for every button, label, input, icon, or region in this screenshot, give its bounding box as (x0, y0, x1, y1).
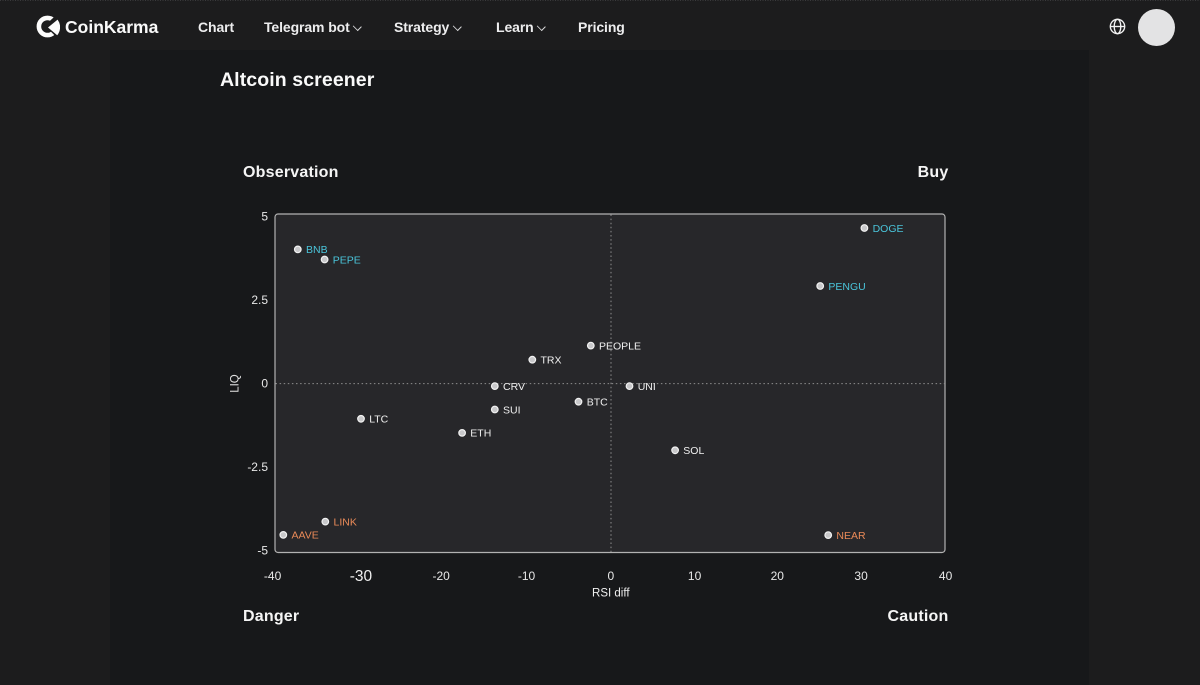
svg-text:-10: -10 (518, 569, 536, 583)
svg-text:TRX: TRX (541, 355, 562, 367)
svg-text:ETH: ETH (470, 428, 491, 440)
svg-text:2.5: 2.5 (251, 293, 268, 307)
svg-text:LTC: LTC (369, 414, 388, 426)
svg-text:PEPE: PEPE (333, 254, 361, 266)
svg-text:CRV: CRV (503, 381, 525, 393)
svg-text:30: 30 (854, 569, 868, 583)
svg-text:-40: -40 (264, 569, 282, 583)
svg-text:-2.5: -2.5 (247, 460, 268, 474)
svg-text:UNI: UNI (638, 381, 656, 393)
svg-text:5: 5 (261, 210, 268, 224)
svg-text:BNB: BNB (306, 244, 328, 256)
svg-text:NEAR: NEAR (836, 530, 866, 542)
svg-text:LINK: LINK (334, 516, 357, 528)
svg-text:PENGU: PENGU (828, 281, 865, 293)
svg-text:DOGE: DOGE (873, 223, 904, 235)
svg-text:20: 20 (771, 569, 785, 583)
svg-text:40: 40 (939, 569, 953, 583)
svg-text:BTC: BTC (587, 397, 608, 409)
svg-text:RSI diff: RSI diff (592, 588, 630, 600)
svg-text:LIQ: LIQ (230, 374, 242, 393)
svg-text:0: 0 (607, 569, 614, 583)
svg-text:-20: -20 (433, 569, 451, 583)
svg-text:0: 0 (261, 377, 268, 391)
svg-text:PEOPLE: PEOPLE (599, 340, 641, 352)
svg-text:SUI: SUI (503, 404, 521, 416)
svg-text:-30: -30 (350, 568, 373, 585)
svg-text:-5: -5 (257, 543, 268, 557)
svg-text:AAVE: AAVE (292, 530, 319, 542)
svg-text:10: 10 (688, 569, 702, 583)
svg-text:SOL: SOL (683, 445, 704, 457)
